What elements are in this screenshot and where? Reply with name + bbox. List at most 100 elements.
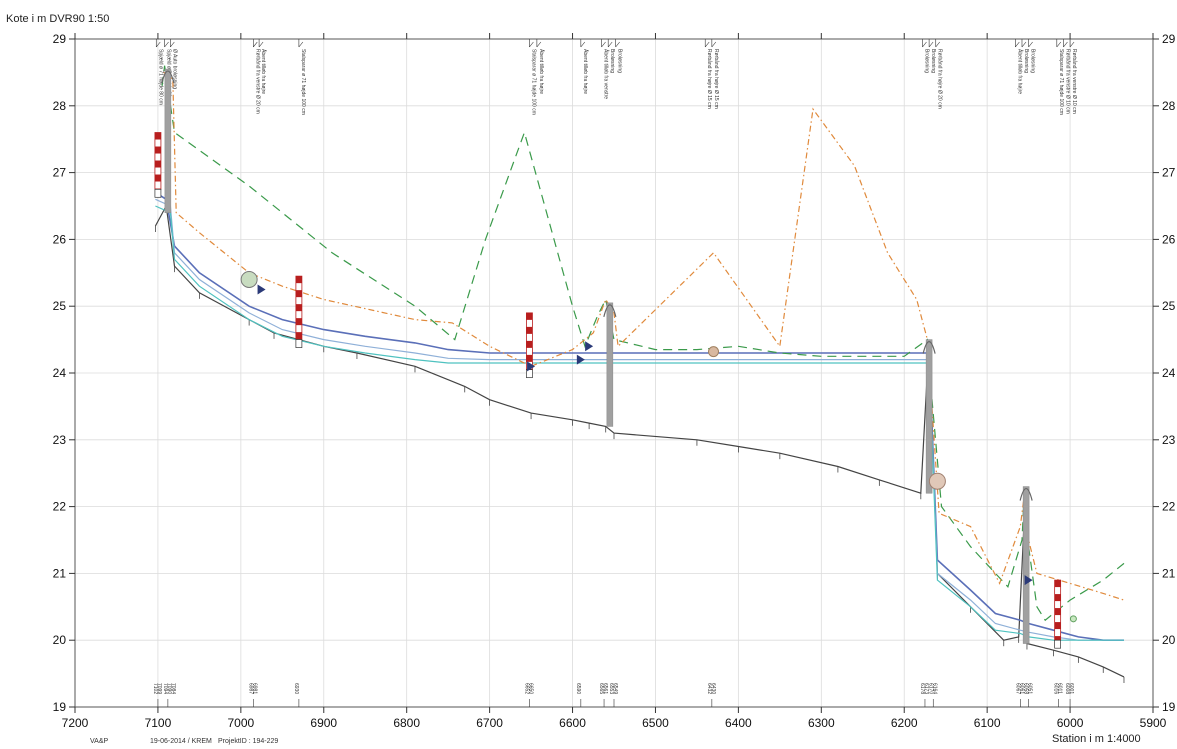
level-marker-segment xyxy=(295,290,302,298)
bottom-station-label: 6930 xyxy=(293,683,299,694)
y-tick-label-right: 27 xyxy=(1162,166,1176,180)
bottom-station-label: 6164 xyxy=(931,683,937,694)
series-line-terrain_dashed xyxy=(161,65,1125,622)
structure-arch xyxy=(603,304,617,318)
bottom-station-label: 6549 xyxy=(612,683,618,694)
level-marker-segment xyxy=(295,332,302,340)
flow-triangle-marker xyxy=(527,361,536,372)
x-tick-label: 7200 xyxy=(62,716,89,730)
bottom-station-label: 6008 xyxy=(1064,683,1070,694)
level-marker-segment xyxy=(154,132,161,140)
y-tick-label: 24 xyxy=(53,366,67,380)
annotation-leader-tip xyxy=(580,41,586,48)
level-marker-segment xyxy=(1054,622,1061,630)
bottom-station-label: 6058 xyxy=(1023,683,1029,694)
x-tick-label: 6900 xyxy=(310,716,337,730)
axes: 19 19 20 20 21 21 22 22 23 23 24 24 25 25 26 26 27 27 28 28… xyxy=(53,32,1176,730)
level-marker-segment xyxy=(1054,594,1061,602)
bottom-station-label: 7090 xyxy=(166,683,172,694)
annotation-label: Åbent tilløb fra højre xyxy=(582,49,589,94)
annotation-label: Broløsning xyxy=(930,49,936,73)
x-tick-label: 5900 xyxy=(1140,716,1167,730)
level-marker-base xyxy=(1054,639,1061,649)
annotation-leader-tip xyxy=(298,41,304,48)
level-marker-segment xyxy=(526,340,533,348)
y-tick-label: 26 xyxy=(53,232,67,246)
level-marker-segment xyxy=(1054,636,1061,641)
bottom-station-label: 6011 xyxy=(1056,683,1062,694)
series-line-water_cyan xyxy=(155,205,1124,641)
structure-bar xyxy=(925,339,933,494)
annotation-leader-tip xyxy=(536,41,542,48)
annotation-leader-tip xyxy=(253,41,258,48)
structure-arch xyxy=(922,341,936,354)
y-tick-label: 20 xyxy=(53,633,67,647)
annotation-leader-tip xyxy=(1028,41,1033,48)
level-marker-segment xyxy=(154,174,161,182)
y-tick-label: 23 xyxy=(53,433,67,447)
y-tick-label-right: 21 xyxy=(1162,566,1176,580)
x-tick-label: 7100 xyxy=(145,716,172,730)
annotation-leader-tip xyxy=(156,41,161,48)
annotation-leader-tip xyxy=(711,41,717,48)
y-tick-label: 25 xyxy=(53,299,67,313)
level-marker-segment xyxy=(154,146,161,154)
annotation-label: Stalsparar ø 71 højde 100 cm xyxy=(300,49,306,115)
annotation-leader-tip xyxy=(1021,41,1027,48)
flow-triangle-marker xyxy=(257,284,266,295)
x-tick-label: 6800 xyxy=(393,716,420,730)
annotation-leader-tip xyxy=(164,41,169,48)
y-tick-label: 29 xyxy=(53,32,67,46)
annotation-label: Ø Auto broløsning xyxy=(171,49,177,89)
level-marker-segment xyxy=(295,318,302,326)
annotation-label: Rørbånd fra højre Ø 15 cm xyxy=(713,49,720,109)
bottom-station-label: 6001 xyxy=(1068,683,1074,694)
level-marker-segment xyxy=(1054,608,1061,616)
grid xyxy=(74,38,1154,708)
x-tick-label: 6100 xyxy=(974,716,1001,730)
level-marker-base xyxy=(295,339,303,348)
level-marker-segment xyxy=(154,188,161,190)
y-axis-title: Kote i m DVR90 1:50 xyxy=(6,13,109,25)
bottom-station-label: 7102 xyxy=(152,683,158,694)
date-author-label: 19-06-2014 / KREM xyxy=(150,738,212,745)
annotation-leader-tip xyxy=(1063,41,1068,48)
level-marker-segment xyxy=(526,354,533,362)
level-marker-segment xyxy=(154,160,161,168)
annotations: Spjæld ø 71 højde 80 cmSpjæld ø 71 højde… xyxy=(155,39,1078,115)
annotation-leader-tip xyxy=(529,41,534,48)
y-tick-label: 27 xyxy=(53,166,67,180)
y-tick-label-right: 22 xyxy=(1162,500,1176,514)
structure-bar xyxy=(164,68,172,213)
annotation-label: Broløsning xyxy=(609,49,615,73)
y-tick-label: 22 xyxy=(53,500,67,514)
annotation-label: Rørbånd fra venstre Ø 10 cm xyxy=(1071,49,1078,114)
y-tick-label: 28 xyxy=(53,99,67,113)
flow-triangle-marker xyxy=(585,341,594,352)
marker-layer xyxy=(154,68,1077,649)
observation-circle xyxy=(240,270,258,288)
annotation-leader-tip xyxy=(922,41,927,48)
annotation-label: Stalsparar ø 71 højde 100 cm xyxy=(1058,49,1064,115)
structure-arch xyxy=(1019,487,1033,501)
project-id-label: ProjektID : 194-229 xyxy=(218,738,278,745)
x-tick-label: 6200 xyxy=(891,716,918,730)
level-marker-segment xyxy=(1054,580,1061,588)
series-line-water_light xyxy=(155,198,1124,641)
y-tick-label: 19 xyxy=(53,700,67,714)
x-axis-title: Station i m 1:4000 xyxy=(1052,733,1141,745)
y-tick-label-right: 24 xyxy=(1162,366,1176,380)
y-tick-label: 21 xyxy=(53,566,67,580)
annotation-label: Rørbånd fra venstre Ø 10 cm xyxy=(1064,49,1071,114)
annotation-label: Åbent tilløb fra højre xyxy=(260,49,267,94)
bottom-station-label: 6652 xyxy=(523,683,529,694)
bottom-station-label: 6016 xyxy=(1052,683,1058,694)
x-tick-label: 6400 xyxy=(725,716,752,730)
x-tick-label: 6300 xyxy=(808,716,835,730)
y-tick-label-right: 20 xyxy=(1162,633,1176,647)
bottom-station-label: 6061 xyxy=(1018,683,1024,694)
bottom-station-label: 7094 xyxy=(162,683,168,694)
company-label: VA&P xyxy=(90,738,108,745)
